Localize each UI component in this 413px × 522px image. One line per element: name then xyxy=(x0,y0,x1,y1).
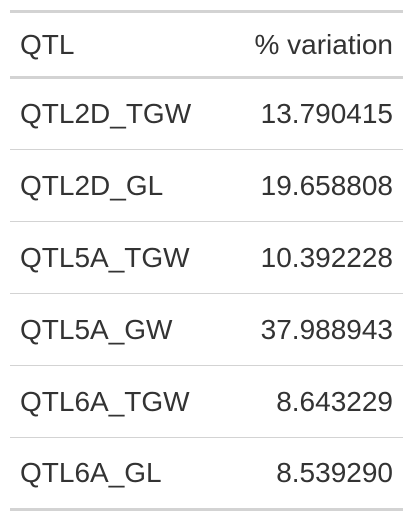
header-variation: % variation xyxy=(254,28,393,60)
cell-variation: 8.643229 xyxy=(276,385,393,417)
table-row: QTL5A_GW 37.988943 xyxy=(10,294,403,366)
table-header: QTL % variation xyxy=(10,11,403,78)
cell-qtl: QTL2D_GL xyxy=(20,169,164,201)
cell-qtl: QTL5A_TGW xyxy=(20,241,190,273)
table-row: QTL6A_GL 8.539290 xyxy=(10,438,403,510)
cell-variation: 10.392228 xyxy=(260,241,393,273)
cell-qtl: QTL5A_GW xyxy=(20,313,173,345)
table-row: QTL2D_GL 19.658808 xyxy=(10,150,403,222)
table-row: QTL5A_TGW 10.392228 xyxy=(10,222,403,294)
cell-variation: 19.658808 xyxy=(260,169,393,201)
header-qtl: QTL xyxy=(20,28,75,60)
table-body: QTL2D_TGW 13.790415 QTL2D_GL 19.658808 Q… xyxy=(10,78,403,510)
table-row: QTL2D_TGW 13.790415 xyxy=(10,78,403,150)
qtl-table-container: QTL % variation QTL2D_TGW 13.790415 QTL2… xyxy=(10,10,403,511)
table-row: QTL6A_TGW 8.643229 xyxy=(10,366,403,438)
cell-qtl: QTL2D_TGW xyxy=(20,98,192,129)
header-row: QTL % variation xyxy=(10,11,403,78)
qtl-variation-table: QTL % variation QTL2D_TGW 13.790415 QTL2… xyxy=(10,10,403,511)
cell-variation: 8.539290 xyxy=(276,457,393,488)
cell-variation: 13.790415 xyxy=(260,98,393,129)
cell-variation: 37.988943 xyxy=(260,313,393,345)
cell-qtl: QTL6A_TGW xyxy=(20,385,190,417)
cell-qtl: QTL6A_GL xyxy=(20,457,162,488)
